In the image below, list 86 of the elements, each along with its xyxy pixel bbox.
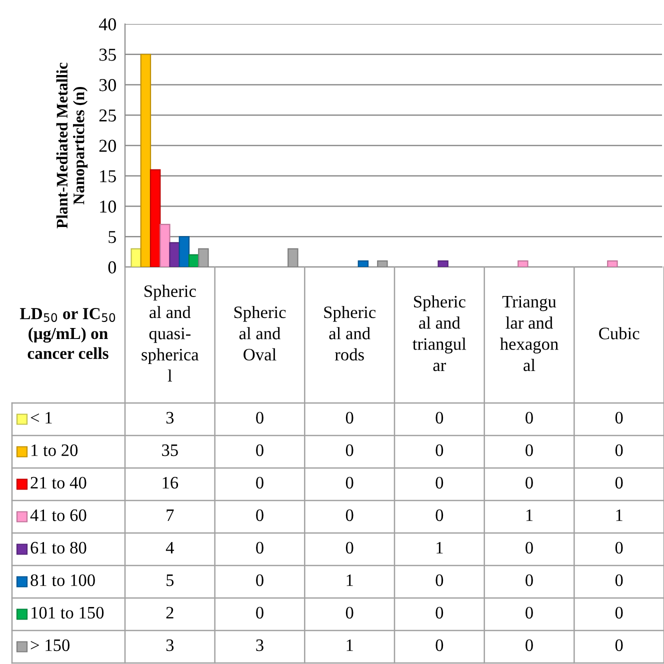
data-label: 0 <box>256 509 264 522</box>
bar <box>607 260 618 267</box>
x-tick-label: Spheric al and Oval <box>234 306 286 361</box>
data-label: 3 <box>166 412 174 424</box>
data-label: 4 <box>166 542 174 554</box>
x-tick-label: Spheric al and quasi- spherica l <box>142 284 199 382</box>
y-tick-label: 35 <box>99 48 116 61</box>
x-tick-label: Spheric al and triangul ar <box>412 295 466 372</box>
bar <box>169 242 180 267</box>
bar <box>160 224 170 267</box>
bar <box>377 260 388 267</box>
data-label: 0 <box>436 639 444 652</box>
y-tick-label: 0 <box>108 261 116 274</box>
data-label: 0 <box>436 444 444 456</box>
legend-label: > 150 <box>30 639 70 652</box>
data-label: 1 <box>346 639 353 651</box>
data-label: 0 <box>436 476 444 489</box>
data-label: 0 <box>256 412 264 424</box>
data-label: 0 <box>436 606 444 619</box>
legend-label: 81 to 100 <box>30 574 95 586</box>
data-label: 0 <box>256 476 264 489</box>
data-label: 0 <box>436 574 444 586</box>
bar <box>288 248 298 267</box>
data-label: 1 <box>616 509 622 521</box>
bar <box>358 260 369 267</box>
data-label: 0 <box>526 412 533 424</box>
data-label: 2 <box>166 606 174 618</box>
legend-label: 101 to 150 <box>32 606 104 619</box>
bar <box>438 260 448 267</box>
bar <box>178 236 190 267</box>
y-tick-label: 10 <box>100 200 116 213</box>
y-axis-title: Plant-Mediated Metallic Nanoparticles (n) <box>56 62 88 228</box>
data-label: 0 <box>526 476 533 489</box>
data-label: 0 <box>436 509 444 522</box>
data-label: 0 <box>526 574 533 586</box>
data-label: 0 <box>615 606 623 619</box>
data-label: 0 <box>526 639 533 652</box>
x-tick-label: Spheric al and rods <box>324 306 376 361</box>
data-label: 0 <box>615 574 623 586</box>
data-label: 1 <box>346 574 353 586</box>
data-label: 0 <box>526 444 533 456</box>
legend-label: 41 to 60 <box>30 509 86 522</box>
data-label: 3 <box>166 639 174 652</box>
data-label: 1 <box>436 542 443 554</box>
data-label: 7 <box>166 510 174 521</box>
bar <box>518 260 528 267</box>
data-label: 0 <box>615 412 623 424</box>
bar <box>150 169 161 267</box>
data-label: 0 <box>615 476 623 489</box>
data-label: 16 <box>162 476 178 489</box>
data-label: 0 <box>256 444 264 456</box>
data-label: 0 <box>346 476 354 489</box>
data-label: 0 <box>256 574 264 586</box>
data-label: 3 <box>256 639 264 652</box>
y-tick-label: 25 <box>99 109 116 122</box>
legend-label: 1 to 20 <box>32 444 78 456</box>
y-tick-label: 30 <box>99 79 116 92</box>
bar <box>130 248 142 267</box>
data-label: 0 <box>346 412 354 424</box>
bar <box>198 248 209 267</box>
legend-title: LD$_{50}$ or IC$_{50}$ (μg/mL) on cancer cells <box>20 308 116 359</box>
data-label: 0 <box>526 542 533 554</box>
legend-label: 21 to 40 <box>30 476 86 489</box>
y-tick-label: 15 <box>100 170 116 182</box>
bar <box>140 54 152 267</box>
data-label: 35 <box>162 444 178 456</box>
data-label: 0 <box>346 509 354 522</box>
data-label: 0 <box>346 542 354 554</box>
x-tick-label: Triangu lar and hexagon al <box>500 296 558 372</box>
data-label: 0 <box>346 606 354 619</box>
y-tick-label: 40 <box>98 18 116 30</box>
y-tick-label: 20 <box>99 140 116 152</box>
x-tick-label: Cubic <box>599 327 640 340</box>
data-label: 5 <box>166 574 174 586</box>
y-tick-label: 5 <box>108 231 116 244</box>
data-label: 0 <box>615 444 623 456</box>
data-label: 0 <box>615 639 623 652</box>
data-label: 0 <box>526 606 533 619</box>
legend-label: 61 to 80 <box>30 542 86 554</box>
data-label: 0 <box>436 412 444 424</box>
data-label: 1 <box>526 509 533 521</box>
data-label: 0 <box>615 542 623 554</box>
legend-label: < 1 <box>30 412 52 424</box>
data-label: 0 <box>256 606 264 619</box>
data-label: 0 <box>346 444 354 456</box>
data-label: 0 <box>256 542 264 554</box>
